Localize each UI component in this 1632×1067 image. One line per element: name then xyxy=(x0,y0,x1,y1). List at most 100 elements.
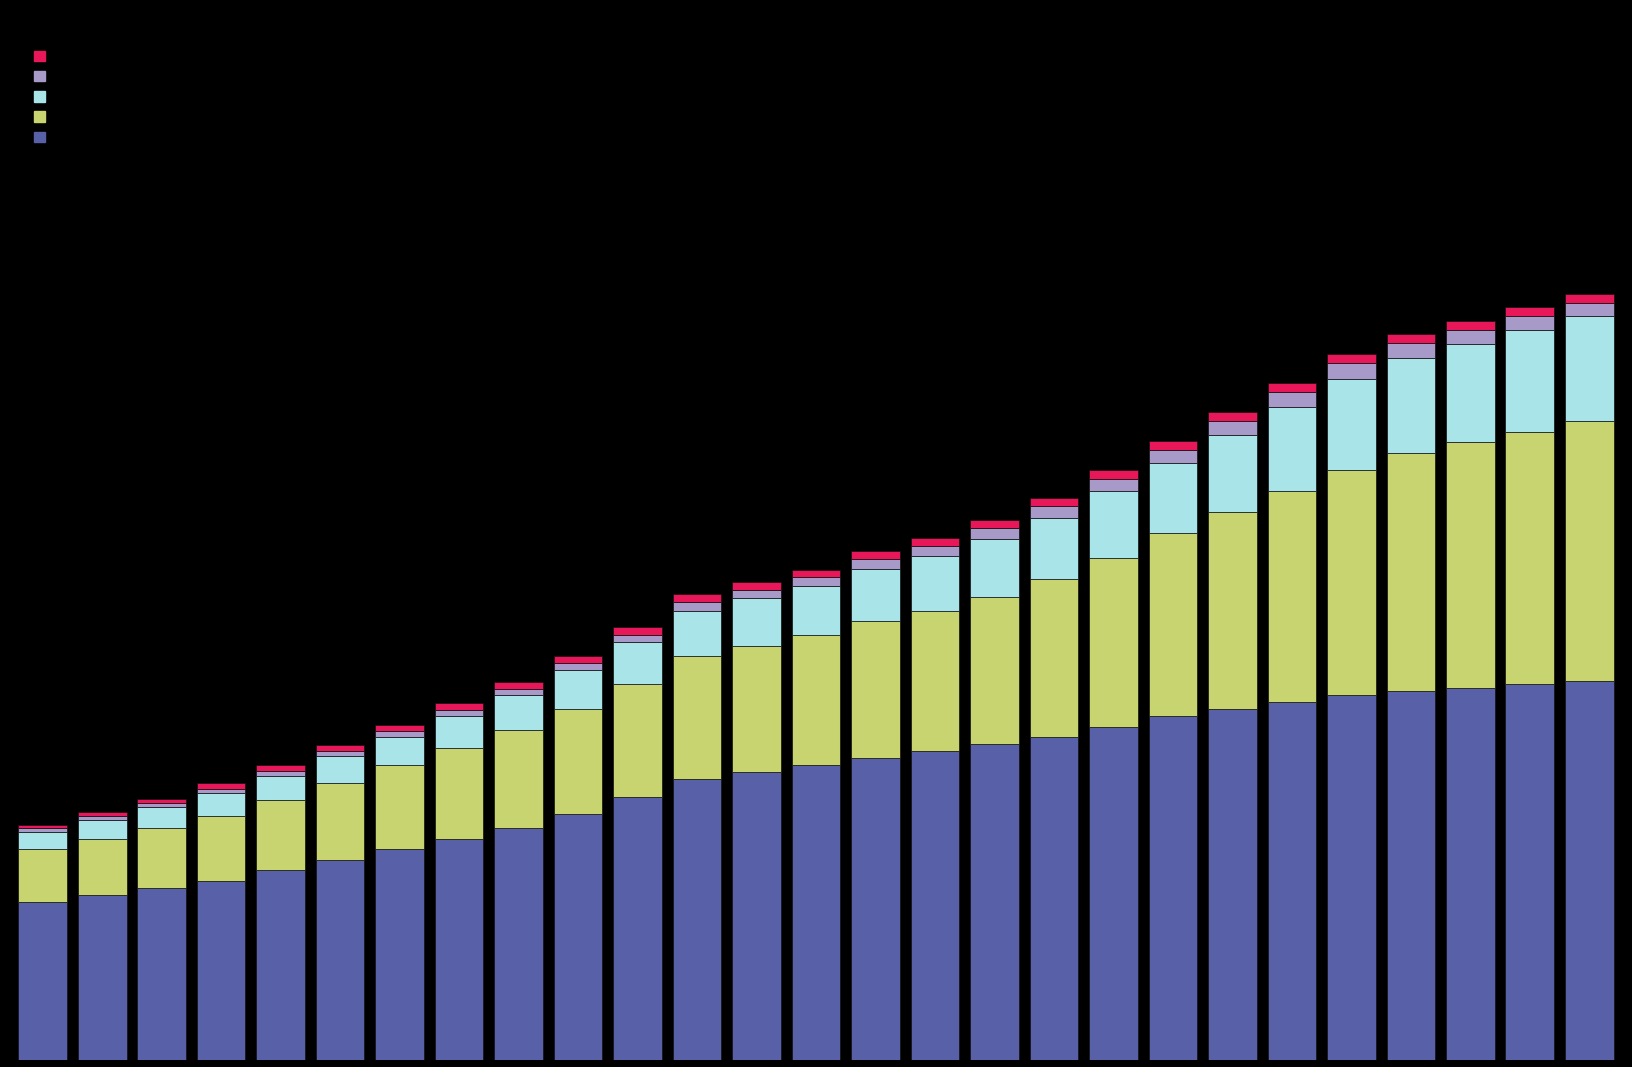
Bar xyxy=(911,610,960,751)
Bar xyxy=(1327,471,1376,695)
Bar xyxy=(1268,408,1317,492)
Bar xyxy=(1208,412,1257,420)
Bar xyxy=(1030,498,1079,506)
Bar xyxy=(1089,492,1138,558)
Bar xyxy=(256,776,305,800)
Bar xyxy=(852,551,899,559)
Bar xyxy=(137,808,186,828)
Bar xyxy=(672,602,721,610)
Bar xyxy=(494,828,543,1060)
Bar xyxy=(494,682,543,688)
Bar xyxy=(1327,354,1376,363)
Bar xyxy=(137,798,186,803)
Bar xyxy=(434,839,483,1060)
Bar xyxy=(614,627,663,635)
Bar xyxy=(256,770,305,776)
Bar xyxy=(375,726,424,732)
Bar xyxy=(256,765,305,770)
Bar xyxy=(969,539,1018,596)
Bar xyxy=(375,849,424,1060)
Bar xyxy=(1565,421,1614,681)
Legend: , , , , : , , , , xyxy=(29,46,54,148)
Bar xyxy=(1387,343,1435,359)
Bar xyxy=(969,520,1018,528)
Bar xyxy=(315,860,364,1060)
Bar xyxy=(553,708,602,814)
Bar xyxy=(1565,316,1614,421)
Bar xyxy=(18,825,67,828)
Bar xyxy=(672,779,721,1060)
Bar xyxy=(197,816,245,881)
Bar xyxy=(197,793,245,816)
Bar xyxy=(1327,363,1376,379)
Bar xyxy=(1149,534,1198,716)
Bar xyxy=(18,832,67,849)
Bar xyxy=(1387,691,1435,1060)
Bar xyxy=(18,849,67,902)
Bar xyxy=(1208,512,1257,708)
Bar xyxy=(1565,681,1614,1060)
Bar xyxy=(315,783,364,860)
Bar xyxy=(434,703,483,710)
Bar xyxy=(1149,463,1198,534)
Bar xyxy=(1505,330,1554,432)
Bar xyxy=(315,757,364,783)
Bar xyxy=(553,664,602,670)
Bar xyxy=(852,569,899,621)
Bar xyxy=(969,744,1018,1060)
Bar xyxy=(1208,708,1257,1060)
Bar xyxy=(137,803,186,808)
Bar xyxy=(553,670,602,708)
Bar xyxy=(1030,517,1079,579)
Bar xyxy=(434,716,483,748)
Bar xyxy=(672,610,721,656)
Bar xyxy=(1089,727,1138,1060)
Bar xyxy=(197,783,245,789)
Bar xyxy=(911,556,960,610)
Bar xyxy=(1030,579,1079,737)
Bar xyxy=(315,745,364,751)
Bar xyxy=(78,839,127,895)
Bar xyxy=(1446,688,1495,1060)
Bar xyxy=(197,881,245,1060)
Bar xyxy=(1387,452,1435,691)
Bar xyxy=(494,688,543,695)
Bar xyxy=(434,748,483,839)
Bar xyxy=(911,751,960,1060)
Bar xyxy=(1505,684,1554,1060)
Bar xyxy=(911,539,960,546)
Bar xyxy=(614,684,663,797)
Bar xyxy=(1030,737,1079,1060)
Bar xyxy=(852,759,899,1060)
Bar xyxy=(1505,307,1554,316)
Bar xyxy=(18,902,67,1060)
Bar xyxy=(78,816,127,819)
Bar xyxy=(1268,392,1317,408)
Bar xyxy=(911,546,960,556)
Bar xyxy=(78,819,127,839)
Bar xyxy=(852,559,899,569)
Bar xyxy=(1268,702,1317,1060)
Bar xyxy=(137,828,186,888)
Bar xyxy=(375,732,424,737)
Bar xyxy=(1208,435,1257,512)
Bar xyxy=(792,765,840,1060)
Bar xyxy=(256,871,305,1060)
Bar xyxy=(733,646,780,773)
Bar xyxy=(1505,432,1554,684)
Bar xyxy=(1327,379,1376,471)
Bar xyxy=(1565,303,1614,316)
Bar xyxy=(614,797,663,1060)
Bar xyxy=(197,789,245,793)
Bar xyxy=(792,586,840,635)
Bar xyxy=(733,590,780,599)
Bar xyxy=(1446,344,1495,442)
Bar xyxy=(553,656,602,664)
Bar xyxy=(1149,450,1198,463)
Bar xyxy=(614,635,663,642)
Bar xyxy=(375,765,424,849)
Bar xyxy=(553,814,602,1060)
Bar xyxy=(1268,492,1317,702)
Bar xyxy=(1446,330,1495,344)
Bar xyxy=(672,594,721,602)
